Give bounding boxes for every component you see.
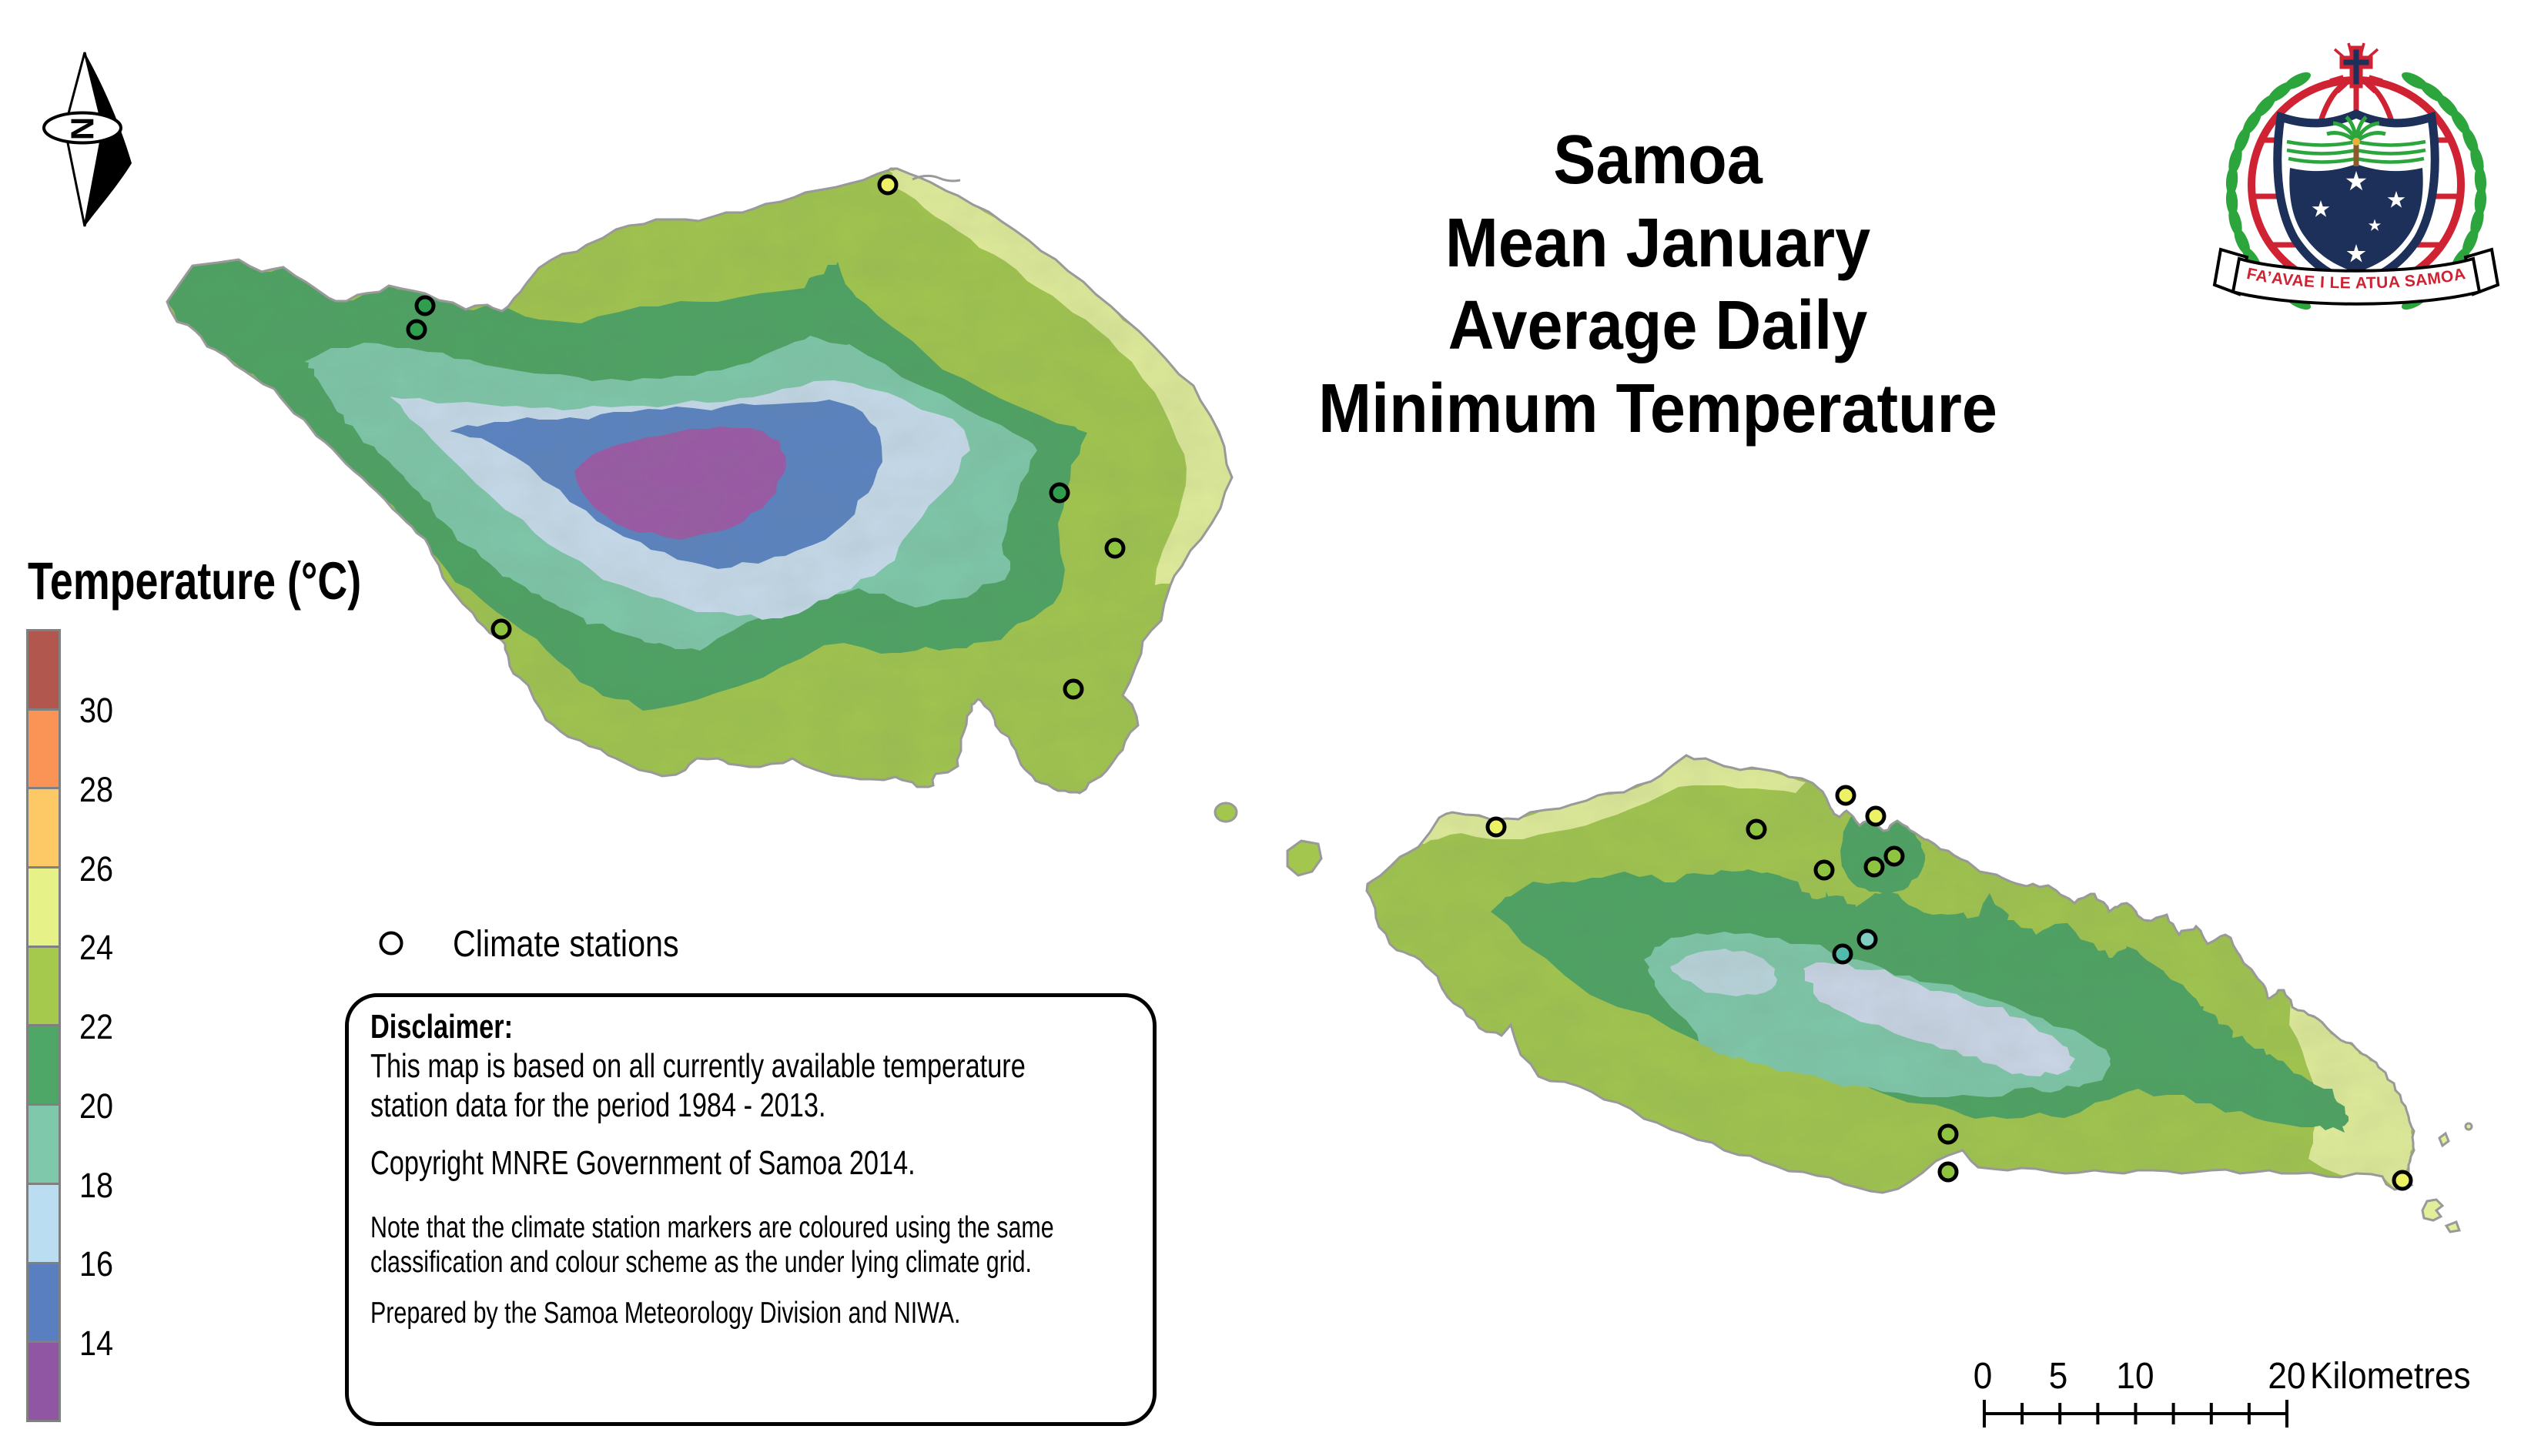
- svg-text:N: N: [65, 117, 101, 140]
